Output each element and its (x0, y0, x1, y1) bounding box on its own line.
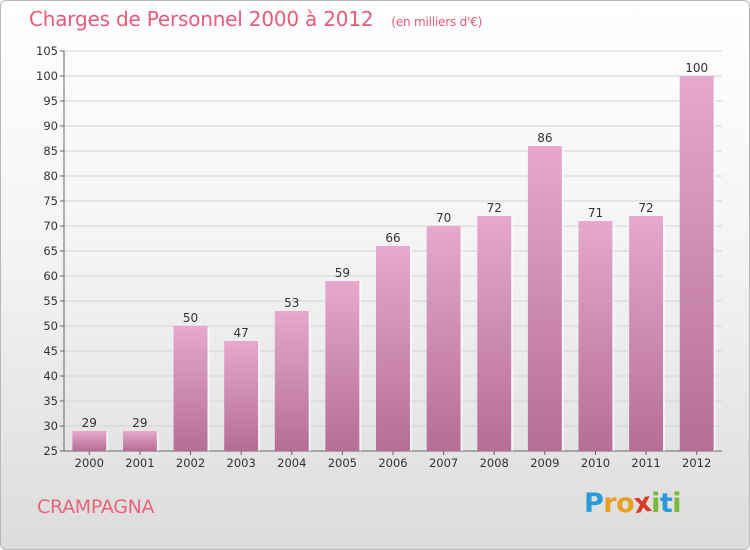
logo-letter: x (632, 486, 654, 521)
proxiti-logo[interactable]: Proxiti (584, 486, 682, 521)
data-label: 70 (436, 211, 451, 225)
chart-title-text: Charges de Personnel 2000 à 2012 (29, 7, 374, 31)
bar-2002 (173, 326, 208, 451)
x-tick-label: 2006 (378, 456, 407, 470)
logo-letter: i (651, 488, 660, 519)
y-tick-label: 100 (36, 69, 58, 83)
y-tick-label: 70 (43, 219, 58, 233)
y-tick-label: 80 (43, 169, 58, 183)
data-label: 59 (335, 266, 350, 280)
x-tick-label: 2002 (176, 456, 205, 470)
y-tick-label: 45 (43, 344, 58, 358)
y-tick-label: 65 (43, 244, 58, 258)
bar-2005 (325, 281, 360, 451)
x-tick-label: 2001 (125, 456, 154, 470)
x-tick-label: 2008 (480, 456, 509, 470)
y-tick-label: 60 (43, 269, 58, 283)
y-tick-label: 95 (43, 94, 58, 108)
data-label: 72 (487, 201, 502, 215)
bar-2003 (224, 341, 259, 451)
data-label: 53 (284, 296, 299, 310)
bar-2007 (426, 226, 461, 451)
x-tick-label: 2007 (429, 456, 458, 470)
chart-title: Charges de Personnel 2000 à 2012 (en mill… (29, 7, 482, 31)
bar-2004 (274, 311, 309, 451)
x-tick-label: 2012 (682, 456, 711, 470)
logo-letter: t (659, 488, 673, 519)
x-tick-label: 2011 (631, 456, 660, 470)
data-label: 29 (82, 416, 97, 430)
y-tick-label: 25 (43, 444, 58, 458)
bars (72, 76, 716, 451)
y-tick-label: 90 (43, 119, 58, 133)
bar-2010 (578, 221, 613, 451)
data-label: 47 (234, 326, 249, 340)
logo-letter: o (616, 488, 635, 519)
logo-letter: r (603, 488, 617, 519)
data-label: 86 (537, 131, 552, 145)
x-tick-label: 2004 (277, 456, 306, 470)
logo-letter: i (672, 488, 682, 519)
data-label: 66 (385, 231, 400, 245)
bar-2011 (629, 216, 664, 451)
commune-name: CRAMPAGNA (37, 496, 155, 518)
y-tick-label: 35 (43, 394, 58, 408)
chart-subtitle: (en milliers d'€) (391, 15, 483, 29)
data-label: 29 (132, 416, 147, 430)
data-label: 100 (685, 61, 708, 75)
data-label: 71 (588, 206, 603, 220)
x-tick-label: 2005 (328, 456, 357, 470)
bar-2012 (679, 76, 714, 451)
bar-2008 (477, 216, 512, 451)
y-tick-label: 85 (43, 144, 58, 158)
data-label: 72 (638, 201, 653, 215)
bar-2006 (376, 246, 410, 451)
y-tick-label: 40 (43, 369, 58, 383)
y-tick-label: 75 (43, 194, 58, 208)
x-tick-label: 2003 (227, 456, 256, 470)
data-labels: 29 29 50 47 53 59 66 70 72 86 71 72 100 (82, 61, 708, 430)
x-tick-label: 2000 (75, 456, 104, 470)
data-label: 50 (183, 311, 198, 325)
y-tick-label: 105 (36, 44, 58, 58)
bar-2001 (122, 431, 157, 451)
logo-letter: P (584, 488, 604, 519)
bar-2009 (527, 146, 562, 451)
y-tick-label: 50 (43, 319, 58, 333)
y-tick-label: 55 (43, 294, 58, 308)
y-tick-label: 30 (43, 419, 58, 433)
x-tick-label: 2010 (581, 456, 610, 470)
bar-2000 (72, 431, 107, 451)
x-tick-label: 2009 (530, 456, 559, 470)
